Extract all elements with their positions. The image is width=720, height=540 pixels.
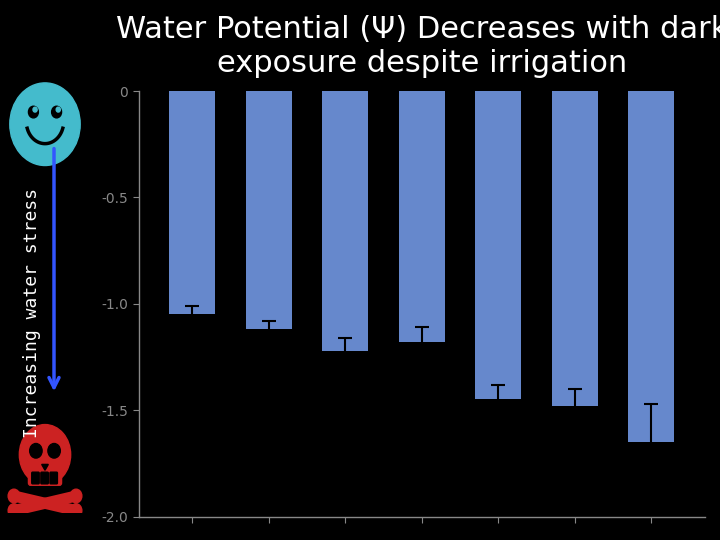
- Circle shape: [33, 107, 37, 112]
- Bar: [629, 91, 675, 442]
- Bar: [246, 91, 292, 329]
- Bar: [552, 91, 598, 406]
- Circle shape: [8, 504, 19, 517]
- Ellipse shape: [48, 443, 60, 458]
- FancyBboxPatch shape: [50, 472, 58, 484]
- Circle shape: [19, 424, 71, 485]
- FancyBboxPatch shape: [41, 472, 48, 484]
- FancyBboxPatch shape: [32, 472, 39, 484]
- Bar: [323, 91, 368, 350]
- Circle shape: [52, 106, 62, 118]
- Ellipse shape: [30, 443, 42, 458]
- Bar: [475, 91, 521, 400]
- Circle shape: [8, 489, 19, 503]
- Circle shape: [71, 504, 82, 517]
- Circle shape: [29, 106, 38, 118]
- Bar: [169, 91, 215, 314]
- Circle shape: [10, 83, 80, 165]
- Circle shape: [71, 489, 82, 503]
- Circle shape: [56, 107, 60, 112]
- Text: Increasing water stress: Increasing water stress: [23, 188, 42, 438]
- Title: Water Potential (Ψ) Decreases with dark
exposure despite irrigation: Water Potential (Ψ) Decreases with dark …: [116, 15, 720, 78]
- FancyBboxPatch shape: [29, 460, 62, 485]
- Bar: [399, 91, 445, 342]
- Polygon shape: [42, 464, 48, 470]
